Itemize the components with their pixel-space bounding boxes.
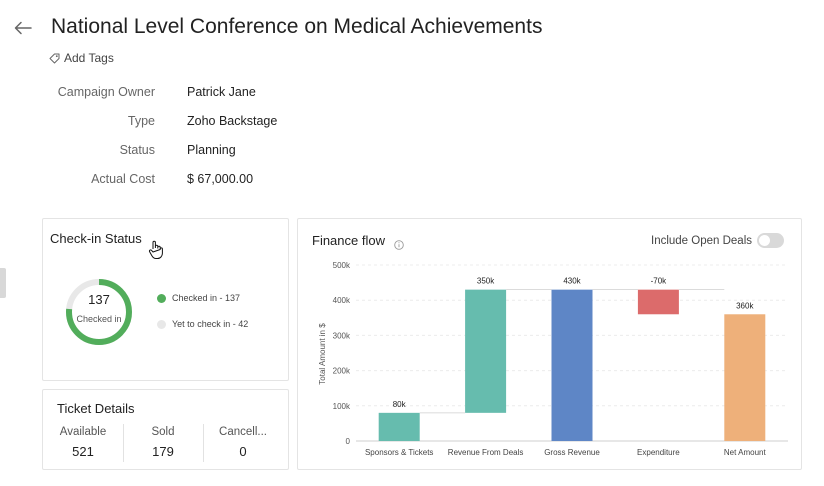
checked-in-caption: Checked in: [76, 314, 122, 324]
detail-label: Type: [127, 114, 155, 128]
add-tags-label: Add Tags: [64, 51, 114, 65]
add-tags-button[interactable]: Add Tags: [49, 51, 114, 65]
bar-3: [637, 289, 679, 315]
y-tick-label: 400k: [333, 296, 351, 305]
data-label: 80k: [393, 400, 407, 409]
x-tick-label: Sponsors & Tickets: [365, 448, 433, 457]
y-tick-label: 500k: [333, 261, 351, 270]
legend-yet-to-check-in: Yet to check in - 42: [157, 319, 248, 329]
finance-waterfall-chart: 0 100k 200k 300k 400k 500k Total Amount in $ 80…: [318, 261, 788, 457]
ticket-divider: [123, 424, 124, 462]
finance-flow-title: Finance flow: [312, 233, 385, 248]
y-tick-label: 200k: [333, 367, 351, 376]
data-label: 350k: [477, 277, 495, 286]
donut-checked-arc: [66, 279, 132, 345]
ticket-value: 0: [239, 444, 247, 459]
checkin-status-title: Check-in Status: [50, 231, 142, 246]
legend-label: Yet to check in - 42: [172, 319, 249, 329]
detail-row-status: Status Planning: [0, 143, 400, 163]
ticket-value: 521: [72, 444, 94, 459]
y-tick-label: 100k: [333, 402, 351, 411]
x-tick-label: Net Amount: [724, 448, 767, 457]
info-icon[interactable]: [394, 237, 404, 250]
tag-icon: [49, 53, 60, 64]
ticket-available: Available 521: [43, 426, 123, 459]
checkin-status-card: Check-in Status 137 Checked in Checked i…: [42, 218, 289, 381]
detail-value: Patrick Jane: [187, 85, 256, 99]
legend-checked-in: Checked in - 137: [157, 293, 240, 303]
finance-flow-card: Finance flow Include Open Deals 0 100k 200…: [297, 218, 802, 470]
ticket-details-card: Ticket Details Available 521 Sold 179 Ca…: [42, 389, 289, 470]
detail-label: Status: [119, 143, 155, 157]
data-label: 360k: [736, 301, 754, 310]
ticket-cancelled: Cancell... 0: [203, 426, 283, 459]
bar-0: [378, 412, 420, 441]
detail-row-type: Type Zoho Backstage: [0, 114, 400, 134]
detail-value: $ 67,000.00: [187, 172, 254, 186]
detail-row-owner: Campaign Owner Patrick Jane: [0, 85, 400, 105]
detail-value: Planning: [187, 143, 236, 157]
detail-label: Campaign Owner: [57, 85, 155, 99]
ticket-value: 179: [152, 444, 174, 459]
ticket-label: Available: [59, 426, 107, 438]
ticket-sold: Sold 179: [123, 426, 203, 459]
include-open-deals-label: Include Open Deals: [651, 235, 753, 247]
x-tick-label: Gross Revenue: [544, 448, 600, 457]
ticket-label: Sold: [151, 426, 175, 438]
bar-4: [724, 314, 766, 441]
checkin-donut-chart: [66, 279, 132, 345]
include-open-deals-toggle[interactable]: [757, 233, 784, 248]
back-arrow-icon[interactable]: [13, 18, 33, 38]
detail-value: Zoho Backstage: [187, 114, 278, 128]
side-panel-handle[interactable]: [0, 268, 6, 298]
y-axis-label: Total Amount in $: [318, 323, 327, 385]
detail-label: Actual Cost: [91, 172, 155, 186]
x-tick-label: Expenditure: [637, 448, 680, 457]
data-label: 430k: [563, 277, 581, 286]
legend-dot-yet-to-check-in: [157, 319, 166, 329]
legend-label: Checked in - 137: [172, 293, 241, 303]
bar-2: [551, 289, 593, 441]
page-title: National Level Conference on Medical Ach…: [51, 15, 543, 38]
data-label: -70k: [651, 277, 668, 286]
y-tick-label: 300k: [333, 331, 351, 340]
ticket-divider: [203, 424, 204, 462]
ticket-details-title: Ticket Details: [57, 401, 135, 416]
legend-dot-checked-in: [157, 293, 166, 303]
toggle-knob: [759, 235, 770, 246]
checked-in-count: 137: [88, 292, 110, 307]
ticket-label: Cancell...: [219, 426, 267, 438]
x-tick-label: Revenue From Deals: [448, 448, 524, 457]
detail-row-actual-cost: Actual Cost $ 67,000.00: [0, 172, 400, 192]
bar-1: [465, 289, 507, 413]
hand-cursor-icon: [148, 240, 164, 260]
y-tick-label: 0: [346, 437, 351, 446]
